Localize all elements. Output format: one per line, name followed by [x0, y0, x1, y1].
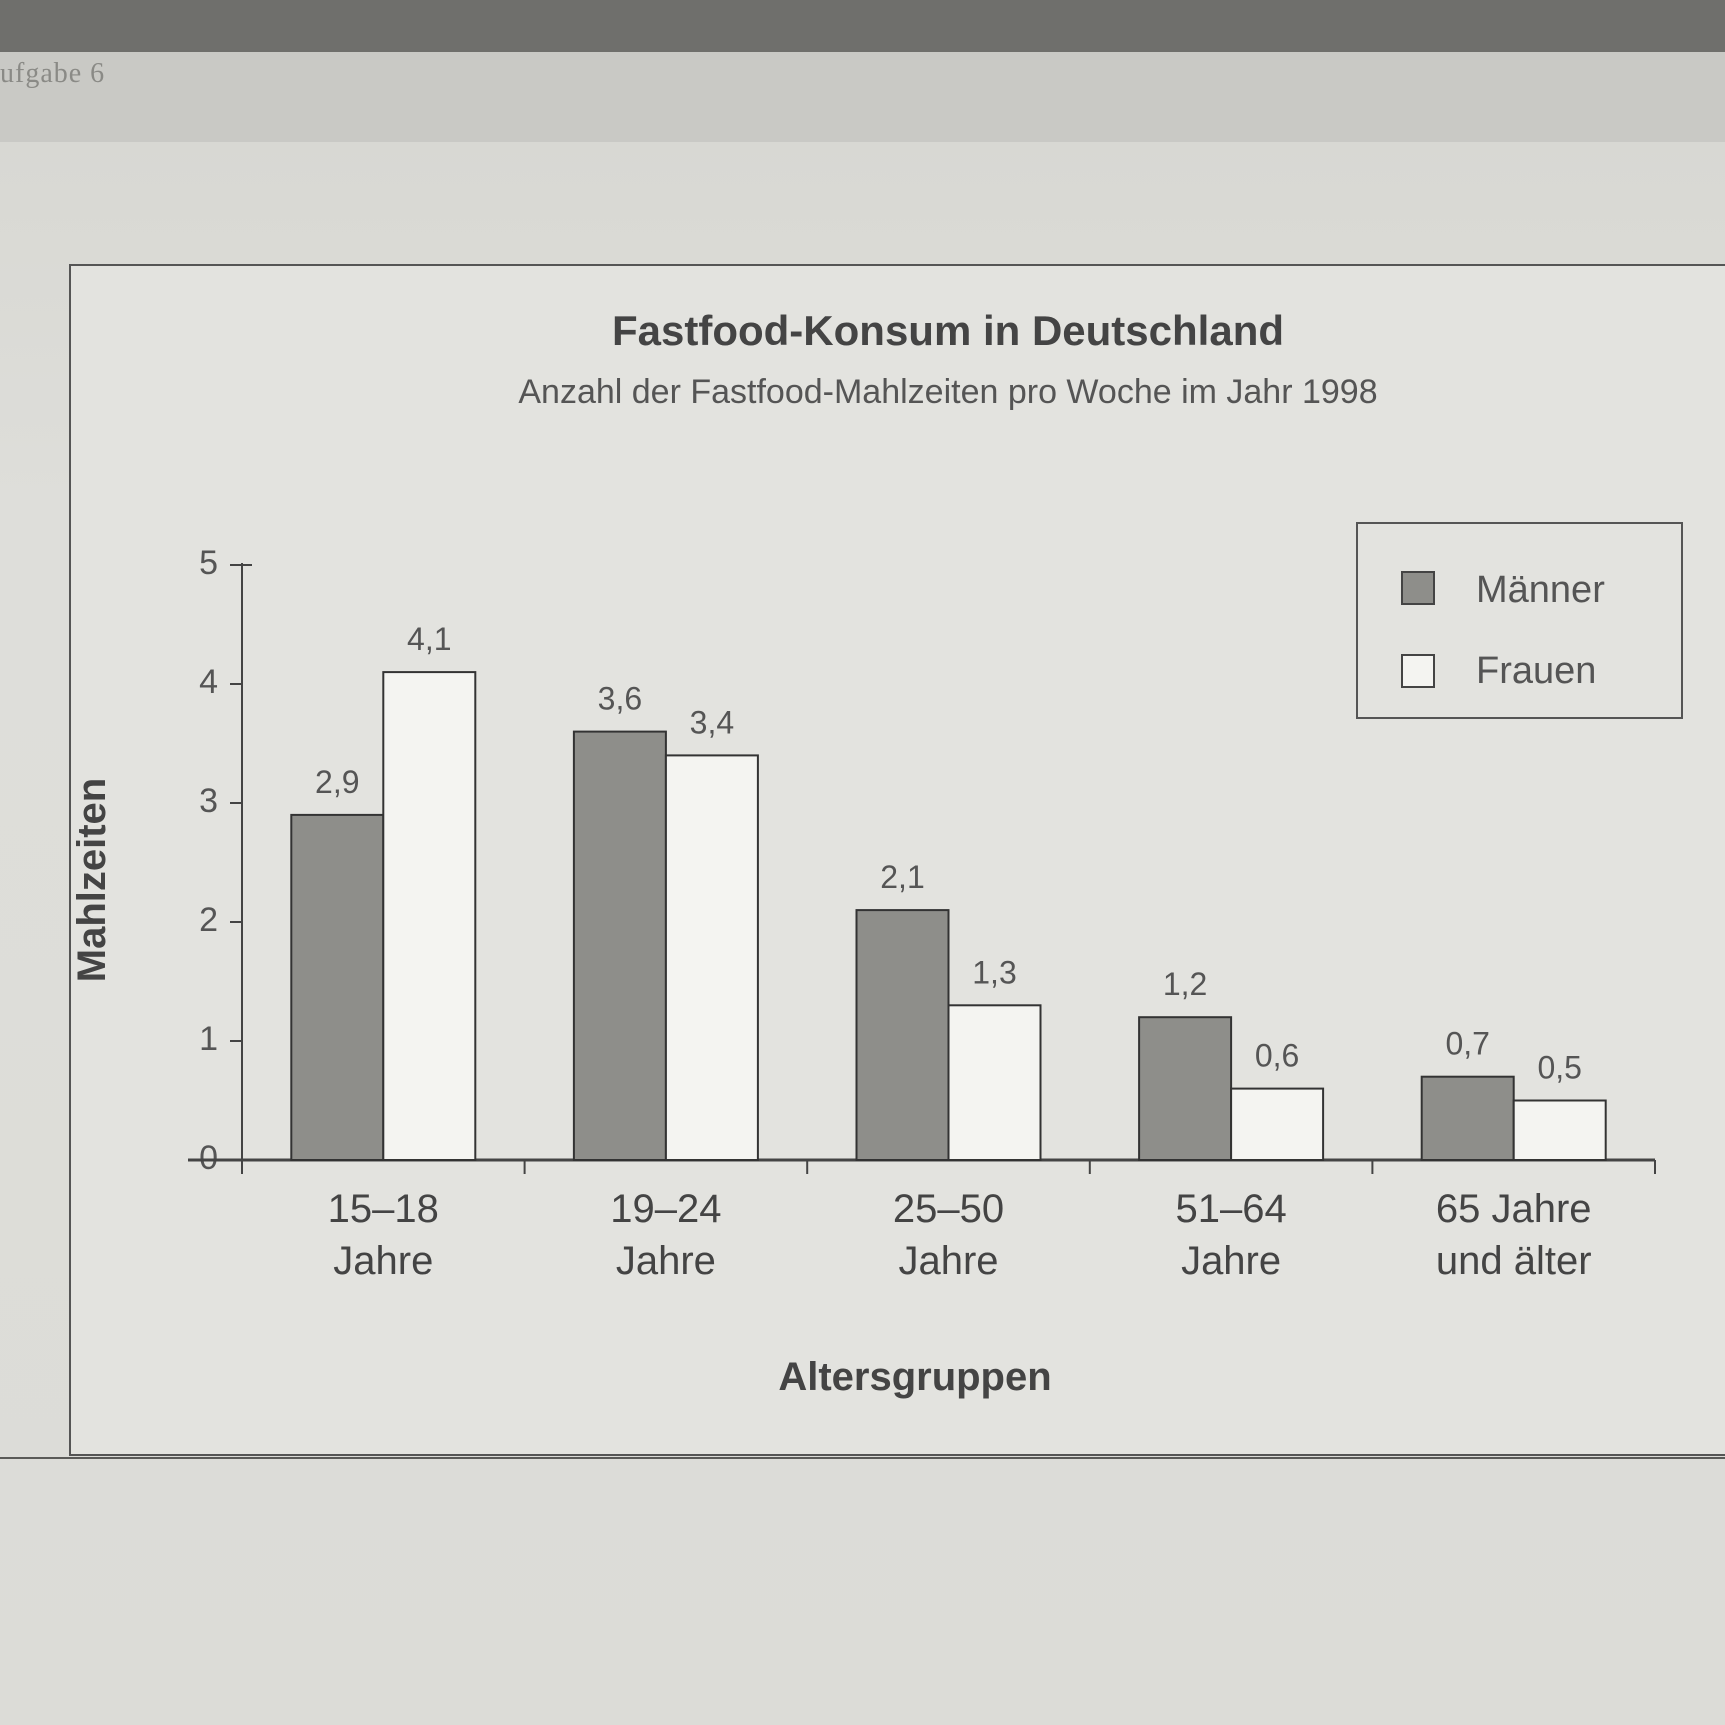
legend-box: [1356, 522, 1683, 719]
data-label: 0,7: [1445, 1026, 1489, 1062]
bar-maenner: [1420, 1075, 1515, 1161]
legend-label-maenner: Männer: [1476, 569, 1605, 611]
y-tick-label: 2: [199, 901, 218, 939]
x-category-label: 51–64: [1175, 1187, 1286, 1231]
legend-swatch-frauen: [1401, 654, 1435, 688]
x-category-label: 19–24: [610, 1187, 721, 1231]
legend: Männer Frauen: [1356, 522, 1683, 719]
data-label: 0,5: [1537, 1050, 1581, 1086]
x-axis-label: Altersgruppen: [778, 1355, 1051, 1399]
x-category-label: 65 Jahre: [1436, 1187, 1592, 1231]
y-tick-label: 5: [199, 544, 218, 582]
bottom-rule: [0, 1457, 1725, 1459]
chart-subtitle: Anzahl der Fastfood-Mahlzeiten pro Woche…: [518, 373, 1377, 411]
x-category-label: Jahre: [616, 1239, 716, 1283]
data-label: 1,3: [972, 954, 1016, 990]
data-label: 2,9: [315, 764, 359, 800]
y-tick-label: 0: [199, 1139, 218, 1177]
bar-frauen: [947, 1004, 1042, 1161]
x-category-label: Jahre: [333, 1239, 433, 1283]
exercise-label: ufgabe 6: [0, 58, 106, 89]
bar-maenner: [855, 909, 950, 1161]
data-label: 4,1: [407, 621, 451, 657]
top-band: [0, 0, 1725, 52]
data-label: 3,4: [690, 704, 734, 740]
x-category-label: Jahre: [1181, 1239, 1281, 1283]
y-axis-label: Mahlzeiten: [70, 778, 114, 982]
data-label: 0,6: [1255, 1038, 1299, 1074]
plot-area: 0 1 2 3 4 5 2,9 4,1 15–18 Jahre 3,6 3,4 19–24 Jahre 2,…: [188, 544, 1656, 1283]
legend-label-frauen: Frauen: [1476, 650, 1596, 692]
data-label: 3,6: [598, 681, 642, 717]
bar-maenner: [572, 730, 667, 1161]
bar-frauen: [1512, 1099, 1607, 1161]
y-tick-label: 4: [199, 663, 218, 701]
bar-maenner: [290, 813, 385, 1162]
y-tick-label: 1: [199, 1020, 218, 1058]
y-tick-label: 3: [199, 782, 218, 820]
x-category-label: und älter: [1436, 1239, 1592, 1283]
bar-frauen: [1230, 1087, 1325, 1161]
header-strip: [0, 52, 1725, 142]
chart-title: Fastfood-Konsum in Deutschland: [612, 307, 1284, 354]
bar-frauen: [664, 754, 759, 1162]
data-label: 1,2: [1163, 966, 1207, 1002]
data-label: 2,1: [880, 859, 924, 895]
bar-maenner: [1138, 1016, 1233, 1162]
legend-swatch-maenner: [1401, 571, 1435, 605]
x-category-label: 25–50: [893, 1187, 1004, 1231]
x-category-label: 15–18: [328, 1187, 439, 1231]
x-category-label: Jahre: [898, 1239, 998, 1283]
bar-frauen: [382, 671, 477, 1161]
